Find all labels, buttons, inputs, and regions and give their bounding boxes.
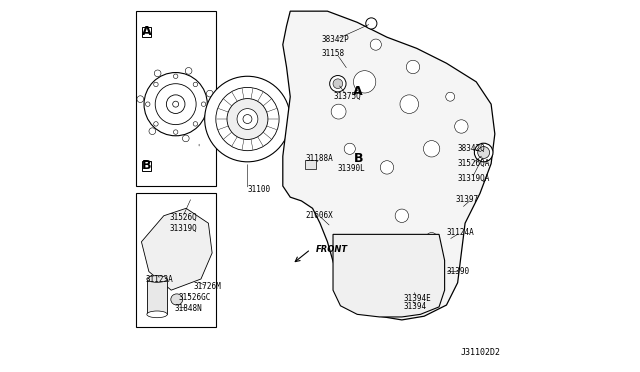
Bar xyxy=(142,161,152,171)
Text: 31394E: 31394E xyxy=(404,294,431,303)
Text: 31390: 31390 xyxy=(447,267,470,276)
Text: B: B xyxy=(353,152,363,165)
Circle shape xyxy=(144,73,207,136)
Circle shape xyxy=(406,60,420,74)
Circle shape xyxy=(477,147,490,158)
Bar xyxy=(353,86,363,97)
Circle shape xyxy=(156,84,196,125)
Circle shape xyxy=(145,102,150,106)
Circle shape xyxy=(344,143,355,154)
Circle shape xyxy=(216,87,279,151)
Text: 31319Q: 31319Q xyxy=(170,224,197,233)
Circle shape xyxy=(424,141,440,157)
Circle shape xyxy=(227,99,268,140)
Circle shape xyxy=(149,128,156,135)
Text: 38342Q: 38342Q xyxy=(458,144,485,153)
Circle shape xyxy=(202,102,206,106)
Circle shape xyxy=(331,104,346,119)
Bar xyxy=(136,193,216,327)
Circle shape xyxy=(193,122,198,126)
Circle shape xyxy=(380,161,394,174)
Circle shape xyxy=(333,79,342,89)
Circle shape xyxy=(330,76,346,92)
Circle shape xyxy=(400,95,419,113)
Text: 31319QA: 31319QA xyxy=(458,174,490,183)
Bar xyxy=(305,160,316,169)
Text: 31100: 31100 xyxy=(248,185,271,194)
Circle shape xyxy=(173,130,178,134)
Text: J31102D2: J31102D2 xyxy=(460,348,500,357)
Text: 31526Q: 31526Q xyxy=(170,213,197,222)
Text: 31394: 31394 xyxy=(404,302,427,311)
Text: 31526QA: 31526QA xyxy=(458,159,490,168)
Circle shape xyxy=(154,70,161,77)
Circle shape xyxy=(182,135,189,142)
Bar xyxy=(136,11,216,186)
Text: 31526GC: 31526GC xyxy=(179,293,211,302)
Circle shape xyxy=(207,90,213,97)
Circle shape xyxy=(395,209,408,222)
Circle shape xyxy=(243,115,252,124)
Bar xyxy=(147,279,168,314)
Circle shape xyxy=(426,232,437,244)
Circle shape xyxy=(205,76,290,162)
Polygon shape xyxy=(141,208,212,290)
Circle shape xyxy=(454,120,468,133)
Circle shape xyxy=(474,143,493,162)
Circle shape xyxy=(154,122,158,126)
Circle shape xyxy=(353,71,376,93)
Text: FRONT: FRONT xyxy=(316,245,348,254)
Circle shape xyxy=(365,18,377,29)
Text: 21606X: 21606X xyxy=(305,211,333,220)
Circle shape xyxy=(137,96,143,102)
Text: 31375Q: 31375Q xyxy=(333,92,361,101)
Text: 31397: 31397 xyxy=(456,195,479,203)
Polygon shape xyxy=(283,11,495,320)
Polygon shape xyxy=(333,234,445,317)
Circle shape xyxy=(370,39,381,50)
Circle shape xyxy=(445,92,454,101)
Ellipse shape xyxy=(147,311,167,318)
Circle shape xyxy=(237,109,258,129)
Circle shape xyxy=(173,74,178,78)
Ellipse shape xyxy=(147,276,167,282)
Text: 31390L: 31390L xyxy=(338,164,365,173)
Text: A: A xyxy=(353,85,363,98)
Text: 31124A: 31124A xyxy=(447,228,474,237)
Text: B: B xyxy=(142,160,152,172)
Text: 31188A: 31188A xyxy=(305,154,333,163)
Circle shape xyxy=(185,68,192,74)
Bar xyxy=(142,27,152,37)
Text: 31123A: 31123A xyxy=(146,275,173,284)
Bar xyxy=(353,153,363,164)
Text: A: A xyxy=(142,26,152,38)
Circle shape xyxy=(166,95,185,113)
Circle shape xyxy=(173,101,179,107)
Text: 38342P: 38342P xyxy=(322,35,349,44)
Text: 31726M: 31726M xyxy=(193,282,221,291)
Circle shape xyxy=(193,82,198,87)
Text: 31848N: 31848N xyxy=(174,304,202,312)
Ellipse shape xyxy=(171,294,183,305)
Text: 31158: 31158 xyxy=(322,49,345,58)
Circle shape xyxy=(154,82,158,87)
